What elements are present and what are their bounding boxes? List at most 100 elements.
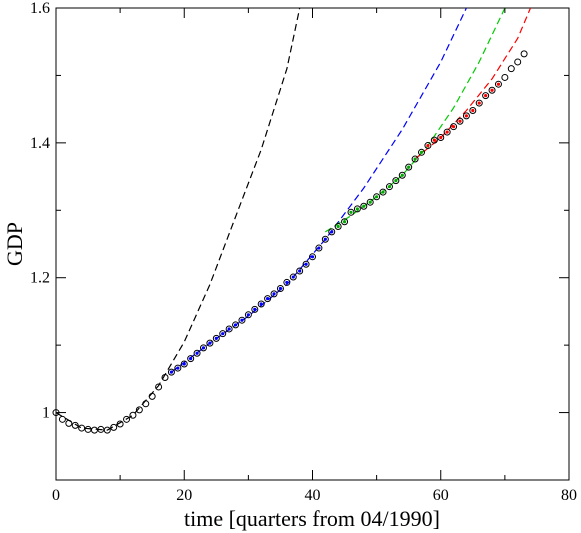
data-point-core bbox=[240, 318, 244, 322]
data-point-core bbox=[195, 351, 199, 355]
data-point-core bbox=[426, 143, 430, 148]
data-point-core bbox=[375, 195, 379, 199]
data-point bbox=[129, 411, 137, 419]
data-point bbox=[199, 344, 207, 352]
data-point-core bbox=[445, 130, 449, 134]
data-point bbox=[238, 316, 246, 324]
data-point-core bbox=[407, 165, 411, 169]
data-point bbox=[251, 305, 259, 313]
data-point-core bbox=[419, 150, 424, 154]
x-tick-label: 0 bbox=[52, 487, 60, 504]
data-point bbox=[116, 420, 124, 428]
data-point bbox=[283, 278, 291, 286]
y-tick-label: 1 bbox=[42, 405, 50, 422]
data-point-core bbox=[214, 336, 218, 340]
data-point bbox=[334, 222, 342, 230]
data-point bbox=[373, 193, 381, 201]
data-point bbox=[78, 424, 86, 432]
data-point-core bbox=[413, 157, 417, 161]
data-point-core bbox=[439, 135, 443, 140]
y-tick-label: 1.4 bbox=[30, 135, 50, 152]
data-point bbox=[418, 148, 426, 156]
data-point bbox=[193, 349, 201, 357]
fit-curve bbox=[56, 8, 301, 431]
data-point bbox=[514, 58, 522, 66]
data-point bbox=[507, 65, 515, 73]
data-point-core bbox=[278, 286, 283, 291]
data-point-core bbox=[477, 101, 481, 105]
data-point-core bbox=[201, 346, 206, 350]
data-point bbox=[501, 73, 509, 81]
data-point-core bbox=[291, 275, 295, 279]
data-point bbox=[450, 123, 458, 131]
data-point-core bbox=[490, 88, 494, 92]
data-point bbox=[289, 273, 297, 281]
data-point-core bbox=[285, 280, 289, 285]
data-point-core bbox=[233, 323, 238, 327]
data-point bbox=[360, 202, 368, 210]
x-tick-label: 40 bbox=[305, 487, 321, 504]
data-point-core bbox=[298, 269, 302, 273]
data-point-core bbox=[310, 255, 315, 259]
data-point-core bbox=[189, 357, 193, 361]
data-point-core bbox=[496, 82, 501, 86]
x-axis-ticks: 0 20 40 60 80 bbox=[52, 8, 577, 504]
data-point bbox=[135, 406, 143, 414]
data-point-core bbox=[336, 224, 340, 229]
data-point-core bbox=[330, 230, 334, 234]
data-point bbox=[430, 136, 438, 144]
data-point-core bbox=[349, 210, 353, 214]
y-tick-label: 1.6 bbox=[30, 0, 50, 17]
data-point bbox=[244, 311, 252, 319]
data-point-core bbox=[227, 327, 231, 331]
data-point-core bbox=[169, 370, 174, 374]
data-point bbox=[174, 364, 182, 372]
data-point bbox=[475, 99, 483, 107]
data-point bbox=[456, 117, 464, 125]
data-point bbox=[437, 133, 445, 141]
data-point bbox=[155, 383, 163, 391]
data-point bbox=[488, 86, 496, 94]
x-tick-label: 80 bbox=[561, 487, 577, 504]
data-point-core bbox=[464, 114, 468, 118]
x-axis-title: time [quarters from 04/1990] bbox=[184, 506, 440, 531]
data-point-core bbox=[471, 108, 475, 113]
data-points bbox=[52, 50, 528, 434]
data-point bbox=[443, 128, 451, 136]
data-point-core bbox=[182, 362, 186, 366]
data-point bbox=[276, 285, 284, 293]
data-point bbox=[520, 50, 528, 58]
data-point-core bbox=[342, 220, 347, 224]
data-point bbox=[206, 339, 214, 347]
data-point-core bbox=[259, 302, 263, 306]
fit-curve bbox=[171, 8, 467, 373]
data-point-core bbox=[176, 366, 180, 370]
data-point-core bbox=[458, 119, 462, 123]
data-point bbox=[385, 183, 393, 191]
data-point-core bbox=[355, 207, 359, 211]
data-point bbox=[65, 419, 73, 427]
data-point-core bbox=[381, 190, 385, 194]
data-point bbox=[296, 267, 304, 275]
data-point-core bbox=[272, 292, 276, 296]
data-point-core bbox=[432, 138, 436, 142]
data-point bbox=[392, 177, 400, 185]
data-point bbox=[347, 208, 355, 216]
data-point bbox=[180, 360, 188, 368]
y-axis-ticks: 1 1.2 1.4 1.6 bbox=[30, 0, 569, 481]
data-point bbox=[212, 334, 220, 342]
data-point bbox=[315, 244, 323, 252]
data-point bbox=[161, 374, 169, 382]
data-point bbox=[353, 205, 361, 213]
fit-curve bbox=[324, 8, 506, 233]
data-point-core bbox=[400, 173, 404, 177]
data-point bbox=[187, 355, 195, 363]
data-point-core bbox=[304, 262, 308, 266]
data-point bbox=[123, 415, 131, 423]
data-point bbox=[405, 163, 413, 171]
data-point bbox=[84, 425, 92, 433]
fit-lines bbox=[56, 8, 532, 431]
x-tick-label: 20 bbox=[176, 487, 192, 504]
y-axis-title: GDP bbox=[2, 222, 27, 266]
data-point bbox=[148, 392, 156, 400]
